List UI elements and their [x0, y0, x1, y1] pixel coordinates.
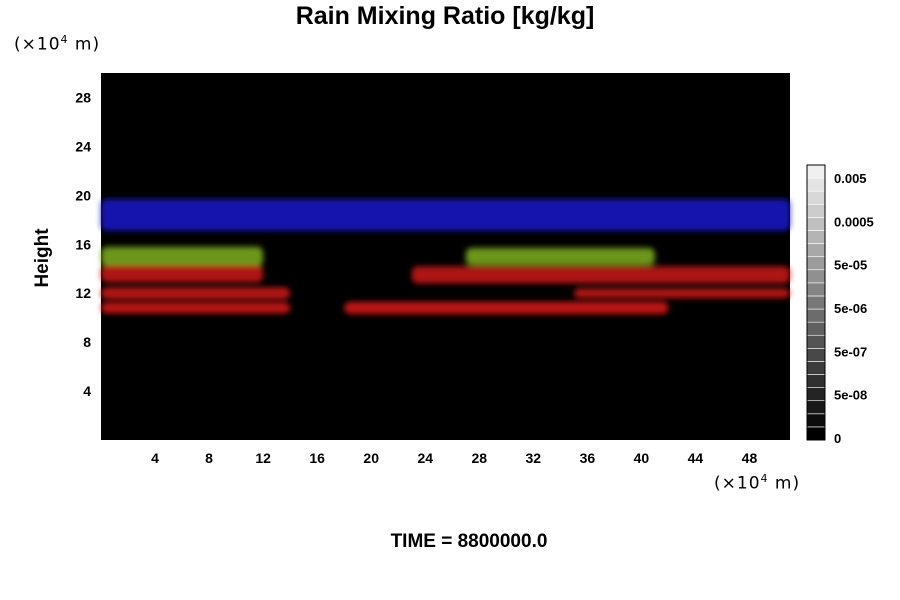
colorbar-segment: [806, 203, 826, 218]
time-label: TIME = 8800000.0: [390, 531, 548, 552]
colorbar-segment: [806, 230, 826, 244]
x-tick-label: 4: [151, 450, 159, 466]
colorbar-label: 0.0005: [834, 214, 874, 229]
y-axis-unit: (×104 m): [14, 33, 101, 55]
rain-band-3: [101, 287, 291, 300]
colorbar-segment: [806, 256, 826, 271]
y-tick-label: 8: [83, 334, 91, 350]
y-tick-label: 24: [75, 138, 91, 154]
colorbar-segment: [806, 348, 826, 362]
y-tick-label: 20: [75, 187, 91, 203]
x-tick-label: 24: [417, 450, 433, 466]
rain-band-8: [573, 288, 790, 299]
y-tick-label: 16: [75, 236, 91, 252]
colorbar-segment: [806, 282, 826, 297]
colorbar-segment: [806, 269, 826, 284]
rain-band-5: [344, 301, 669, 314]
x-tick-label: 20: [363, 450, 379, 466]
rain-bands: [101, 199, 790, 314]
x-tick-label: 48: [742, 450, 758, 466]
x-tick-label: 44: [688, 450, 704, 466]
rain-band-7: [465, 247, 655, 266]
colorbar-segment: [806, 217, 826, 231]
rain-band-6: [411, 266, 790, 284]
colorbar-label: 5e-05: [834, 258, 867, 273]
colorbar-segment: [806, 243, 826, 257]
chart-title: Rain Mixing Ratio [kg/kg]: [295, 2, 595, 30]
colorbar-segment: [806, 295, 826, 310]
colorbar-label: 0: [834, 431, 841, 446]
colorbar-segment: [806, 321, 826, 336]
colorbar-label: 0.005: [834, 171, 867, 186]
colorbar-segment: [806, 413, 826, 428]
colorbar-segment: [806, 334, 826, 349]
x-tick-label: 28: [471, 450, 487, 466]
colorbar-segment: [806, 190, 826, 205]
rain-band-1: [101, 246, 264, 267]
rain-band-0: [101, 199, 790, 231]
x-tick-labels: 4 8 12 16 20 24 28 32 36 40 44 48: [151, 450, 757, 466]
y-tick-label: 12: [75, 285, 91, 301]
colorbar-segment: [806, 374, 826, 388]
colorbar-segment: [806, 177, 826, 192]
x-tick-label: 12: [255, 450, 271, 466]
colorbar-frame: [806, 164, 826, 441]
y-tick-label: 28: [75, 89, 91, 105]
y-tick-label: 4: [83, 383, 91, 399]
x-axis-unit: (×104 m): [714, 472, 801, 494]
x-tick-label: 32: [526, 450, 542, 466]
rain-band-2: [101, 265, 264, 283]
x-tick-label: 40: [634, 450, 650, 466]
colorbar-label: 5e-07: [834, 344, 867, 359]
colorbar-segment: [806, 400, 826, 415]
colorbar-segment: [806, 426, 826, 441]
rain-band-4: [101, 302, 291, 314]
colorbar-label: 5e-08: [834, 388, 867, 403]
x-tick-label: 8: [205, 450, 213, 466]
x-tick-label: 36: [580, 450, 596, 466]
colorbar-segment: [806, 164, 826, 179]
colorbar: 0 5e-08 5e-07 5e-06 5e-05 0.0005 0.005: [806, 164, 874, 446]
y-tick-labels: 4 8 12 16 20 24 28: [75, 89, 91, 399]
colorbar-segment: [806, 308, 826, 323]
colorbar-label: 5e-06: [834, 301, 867, 316]
colorbar-segment: [806, 387, 826, 402]
x-tick-label: 16: [309, 450, 325, 466]
colorbar-segment: [806, 361, 826, 375]
